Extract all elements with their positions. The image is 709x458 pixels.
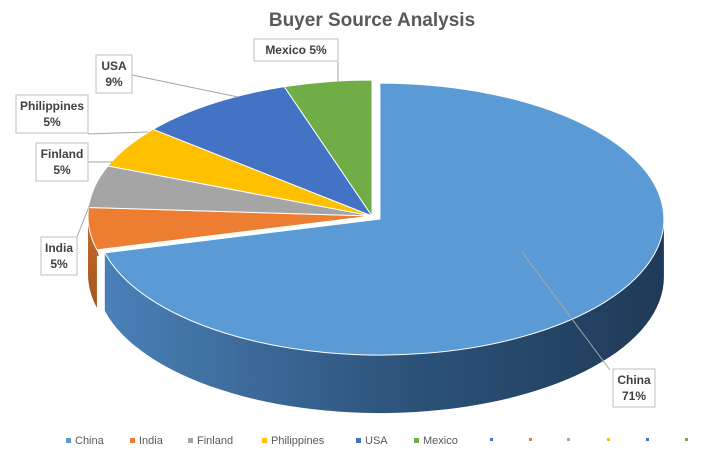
slice-side-india	[88, 216, 97, 308]
data-label-text-philippines: Philippines	[20, 99, 84, 113]
legend-label: China	[75, 435, 105, 447]
data-label-text-india: 5%	[50, 257, 68, 271]
legend-swatch	[66, 438, 71, 443]
legend-item-mexico: Mexico	[414, 435, 458, 447]
legend-item-china: China	[66, 435, 105, 447]
leader-wedge-china	[522, 252, 610, 370]
data-label-mexico: Mexico 5%	[253, 38, 339, 62]
legend-marker-empty	[685, 438, 688, 441]
data-label-text-india: India	[45, 241, 73, 255]
legend-item-finland: Finland	[188, 435, 233, 447]
slice-edge-india	[96, 249, 99, 256]
legend-item-usa: USA	[356, 435, 388, 447]
data-label-box-mexico	[253, 38, 339, 62]
legend-marker-empty	[646, 438, 649, 441]
legend-swatch	[414, 438, 419, 443]
data-label-text-china: China	[617, 373, 651, 387]
data-label-china: China 71%	[612, 368, 656, 408]
legend-label: Finland	[197, 435, 233, 447]
legend-swatch	[130, 438, 135, 443]
legend-item-india: India	[130, 435, 164, 447]
legend-item-philippines: Philippines	[262, 435, 325, 447]
legend-swatch	[356, 438, 361, 443]
data-label-text-mexico: Mexico 5%	[265, 43, 327, 57]
legend-marker-empty	[567, 438, 570, 441]
leader-lines	[76, 62, 611, 371]
data-label-text-usa: 9%	[105, 75, 123, 89]
data-label-text-philippines: 5%	[43, 115, 61, 129]
data-labels: China 71% India 5% Finland 5% Philippines 5% USA…	[15, 38, 656, 408]
legend-label: India	[139, 435, 164, 447]
slice-mexico	[283, 79, 373, 218]
legend-marker-empty	[490, 438, 493, 441]
legend-swatch	[262, 438, 267, 443]
slice-usa	[152, 86, 374, 218]
data-label-india: India 5%	[40, 236, 78, 276]
data-label-box-india	[40, 236, 78, 276]
data-label-finland: Finland 5%	[35, 142, 89, 182]
pie-sides	[88, 216, 664, 414]
data-label-usa: USA 9%	[95, 54, 133, 94]
data-label-text-finland: 5%	[53, 163, 71, 177]
slice-side-china	[104, 219, 664, 414]
data-label-box-finland	[35, 142, 89, 182]
pie-slices	[87, 79, 665, 356]
slice-china	[104, 82, 665, 356]
legend-marker-empty	[607, 438, 610, 441]
data-label-box-philippines	[15, 94, 89, 134]
legend-label: USA	[365, 435, 388, 447]
legend: China India Finland Philippines USA Mexico	[66, 435, 688, 447]
legend-label: Mexico	[423, 435, 458, 447]
legend-swatch	[188, 438, 193, 443]
data-label-philippines: Philippines 5%	[15, 94, 89, 134]
leader-line-usa	[131, 74, 239, 98]
data-label-text-usa: USA	[101, 59, 127, 73]
leader-line-india	[76, 198, 93, 238]
data-label-box-usa	[95, 54, 133, 94]
chart-title: Buyer Source Analysis	[269, 10, 475, 31]
data-label-text-finland: Finland	[41, 147, 84, 161]
leader-line-philippines	[87, 131, 149, 135]
legend-label: Philippines	[271, 435, 325, 447]
data-label-box-china	[612, 368, 656, 408]
data-label-text-china: 71%	[622, 389, 646, 403]
legend-marker-empty	[529, 438, 532, 441]
